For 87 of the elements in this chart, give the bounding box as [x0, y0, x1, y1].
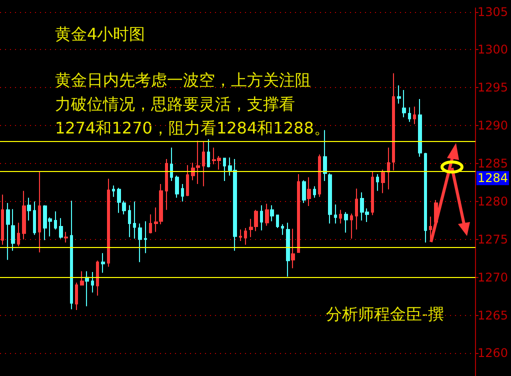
candlestick [186, 164, 189, 197]
candlestick [281, 224, 284, 236]
candlestick [1, 194, 4, 246]
y-tick-label: 1275 [477, 232, 508, 246]
candlestick [11, 208, 15, 252]
candlestick [149, 214, 152, 234]
candlestick [323, 130, 327, 182]
candlestick [307, 176, 311, 207]
candlestick [424, 152, 427, 243]
candlestick [286, 222, 290, 278]
candlestick [112, 185, 115, 198]
candlestick [175, 175, 179, 198]
candlestick [429, 216, 432, 241]
y-tick-label: 1265 [477, 308, 508, 322]
candlestick [371, 170, 374, 216]
text: 黄金4小时图 [55, 24, 146, 44]
y-tick-label: 1260 [477, 346, 508, 360]
candlestick [318, 154, 321, 198]
candlestick [291, 228, 295, 269]
candlestick [339, 209, 342, 224]
candlestick [270, 204, 274, 222]
candlestick [144, 220, 147, 254]
candlestick [244, 228, 247, 246]
candlestick [133, 200, 136, 240]
y-tick-label: 1280 [477, 194, 508, 208]
candlestick [96, 260, 99, 296]
annotation: 黄金日内先考虑一波空，上方关注阻 [55, 70, 311, 90]
candlestick [355, 188, 358, 230]
candlestick [138, 222, 142, 263]
candlestick [154, 207, 158, 232]
y-tick-label: 1285 [477, 156, 508, 171]
candlestick [334, 204, 337, 224]
candlestick [418, 98, 422, 158]
candlestick [22, 190, 26, 240]
candlestick [70, 200, 73, 310]
candlestick [249, 218, 253, 238]
candlestick [381, 169, 385, 194]
candlestick [254, 209, 258, 232]
candlestick [75, 282, 78, 310]
candlestick [397, 84, 401, 104]
candlestick [6, 202, 10, 260]
y-tick-label: 1270 [477, 270, 508, 284]
candlestick [101, 252, 105, 274]
candlestick [128, 204, 131, 238]
candlestick [202, 141, 205, 187]
candlestick [376, 174, 379, 192]
candlestick [387, 147, 390, 190]
candlestick [59, 218, 63, 240]
candlestick [181, 184, 184, 202]
candlestick [413, 106, 416, 125]
candlestick [117, 187, 121, 214]
candlestick [159, 184, 163, 225]
candlestick [265, 203, 269, 226]
candlestick [64, 231, 68, 243]
candlestick [207, 138, 210, 168]
ref-line-label: 1284 [477, 171, 508, 186]
candlestick [165, 158, 168, 210]
annotation: 1274和1270，阻力看1284和1288。 [55, 118, 330, 138]
candlestick [91, 272, 94, 294]
y-tick-label: 1300 [477, 42, 508, 57]
candlestick [350, 213, 353, 240]
candlestick [223, 158, 226, 182]
y-tick-label: 1295 [477, 80, 508, 95]
annotation: 力破位情况，思路要灵活，支撑看 [55, 94, 295, 114]
candlestick [17, 222, 20, 247]
y-tick-label: 1305 [477, 4, 508, 19]
candlestick [302, 180, 306, 204]
candlestick [260, 204, 263, 231]
y-tick-label: 1290 [477, 118, 508, 133]
candlestick [328, 172, 332, 224]
candlestick [313, 186, 316, 198]
candlestick [402, 89, 406, 118]
candlestick [85, 270, 89, 307]
candlestick [170, 147, 173, 182]
candlestick [38, 170, 41, 253]
candlestick [239, 229, 242, 242]
candlestick [122, 200, 126, 215]
candlestick [276, 214, 279, 229]
candlestick [54, 210, 57, 230]
candlestick [408, 106, 411, 122]
candlestick [107, 178, 110, 268]
candlestick [297, 174, 300, 253]
candlestick [344, 212, 348, 234]
candlestick [33, 200, 36, 236]
candlestick [392, 72, 395, 171]
candlestick [27, 197, 31, 221]
candlestick [80, 270, 84, 286]
